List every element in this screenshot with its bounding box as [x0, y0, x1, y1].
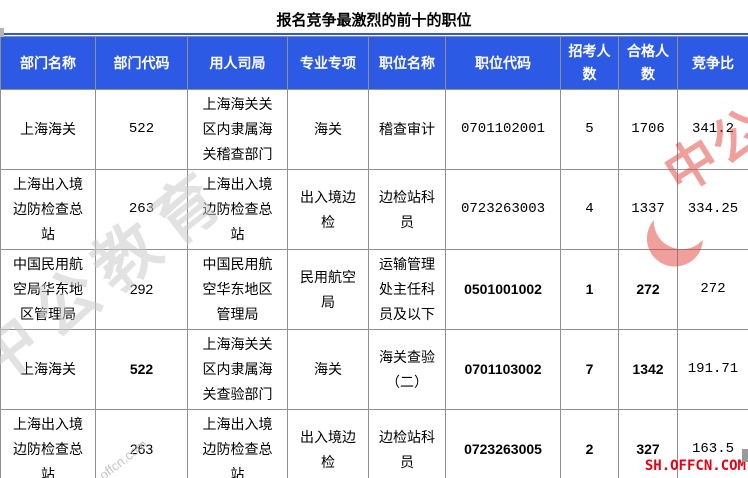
cell-ratio: 341.2	[677, 89, 748, 170]
cell-bureau: 中国民用航空华东地区管理局	[187, 249, 288, 330]
cell-dept-name: 上海海关	[0, 329, 96, 410]
col-header-qualified-count: 合格人数	[618, 36, 678, 90]
page-title: 报名竞争最激烈的前十的职位	[276, 12, 472, 29]
cell-qualified-count: 272	[618, 249, 678, 330]
cell-recruit-count: 4	[560, 169, 619, 250]
col-header-position-code: 职位代码	[445, 36, 561, 90]
cell-ratio: 191.71	[677, 329, 748, 410]
cell-dept-name: 上海出入境边防检查总站	[0, 409, 96, 478]
table-row: 上海出入境边防检查总站 263 上海出入境边防检查总站 出入境边检 边检站科员 …	[0, 409, 748, 478]
table-row: 上海海关 522 上海海关关区内隶属海关稽查部门 海关 稽查审计 0701102…	[0, 89, 748, 170]
cell-ratio: 334.25	[677, 169, 748, 250]
col-header-position-name: 职位名称	[368, 36, 446, 90]
table-row: 上海海关 522 上海海关关区内隶属海关查验部门 海关 海关查验（二） 0701…	[0, 329, 748, 410]
col-header-bureau: 用人司局	[187, 36, 288, 90]
cell-position-name: 稽查审计	[368, 89, 446, 170]
cell-dept-name: 上海海关	[0, 89, 96, 170]
cell-position-name: 边检站科员	[368, 409, 446, 478]
col-header-dept-name: 部门名称	[0, 36, 96, 90]
cell-specialty: 民用航空局	[287, 249, 369, 330]
cell-recruit-count: 5	[560, 89, 619, 170]
cell-ratio: 272	[677, 249, 748, 330]
cell-specialty: 海关	[287, 329, 369, 410]
cell-recruit-count: 2	[560, 409, 619, 478]
edge-artifact-small	[0, 28, 4, 37]
cell-dept-code: 263	[95, 169, 188, 250]
cell-qualified-count: 1342	[618, 329, 678, 410]
cell-specialty: 海关	[287, 89, 369, 170]
cell-position-code: 0501001002	[445, 249, 561, 330]
col-header-specialty: 专业专项	[287, 36, 369, 90]
cell-dept-code: 292	[95, 249, 188, 330]
cell-position-name: 海关查验（二）	[368, 329, 446, 410]
cell-ratio: 163.5	[677, 409, 748, 478]
cell-bureau: 上海出入境边防检查总站	[187, 409, 288, 478]
cell-position-code: 0723263003	[445, 169, 561, 250]
cell-bureau: 上海出入境边防检查总站	[187, 169, 288, 250]
cell-bureau: 上海海关关区内隶属海关查验部门	[187, 329, 288, 410]
cell-specialty: 出入境边检	[287, 169, 369, 250]
positions-table: 部门名称 部门代码 用人司局 专业专项 职位名称 职位代码 招考人数 合格人数 …	[0, 36, 748, 478]
cell-specialty: 出入境边检	[287, 409, 369, 478]
cell-qualified-count: 327	[618, 409, 678, 478]
edge-artifact	[742, 449, 748, 462]
col-header-ratio: 竞争比	[677, 36, 748, 90]
cell-recruit-count: 1	[560, 249, 619, 330]
cell-position-name: 边检站科员	[368, 169, 446, 250]
cell-dept-code: 263	[95, 409, 188, 478]
cell-qualified-count: 1337	[618, 169, 678, 250]
cell-dept-code: 522	[95, 329, 188, 410]
col-header-dept-code: 部门代码	[95, 36, 188, 90]
cell-dept-name: 中国民用航空局华东地区管理局	[0, 249, 96, 330]
cell-dept-code: 522	[95, 89, 188, 170]
table-row: 上海出入境边防检查总站 263 上海出入境边防检查总站 出入境边检 边检站科员 …	[0, 169, 748, 250]
cell-position-name: 运输管理处主任科员及以下	[368, 249, 446, 330]
footer-brand-text: SH.OFFCN.COM	[644, 458, 746, 474]
cell-position-code: 0723263005	[445, 409, 561, 478]
cell-qualified-count: 1706	[618, 89, 678, 170]
header-row: 部门名称 部门代码 用人司局 专业专项 职位名称 职位代码 招考人数 合格人数 …	[0, 36, 748, 90]
top-rule	[0, 33, 748, 35]
col-header-recruit-count: 招考人数	[560, 36, 619, 90]
table-row: 中国民用航空局华东地区管理局 292 中国民用航空华东地区管理局 民用航空局 运…	[0, 249, 748, 330]
cell-position-code: 0701103002	[445, 329, 561, 410]
cell-position-code: 0701102001	[445, 89, 561, 170]
cell-recruit-count: 7	[560, 329, 619, 410]
cell-bureau: 上海海关关区内隶属海关稽查部门	[187, 89, 288, 170]
cell-dept-name: 上海出入境边防检查总站	[0, 169, 96, 250]
